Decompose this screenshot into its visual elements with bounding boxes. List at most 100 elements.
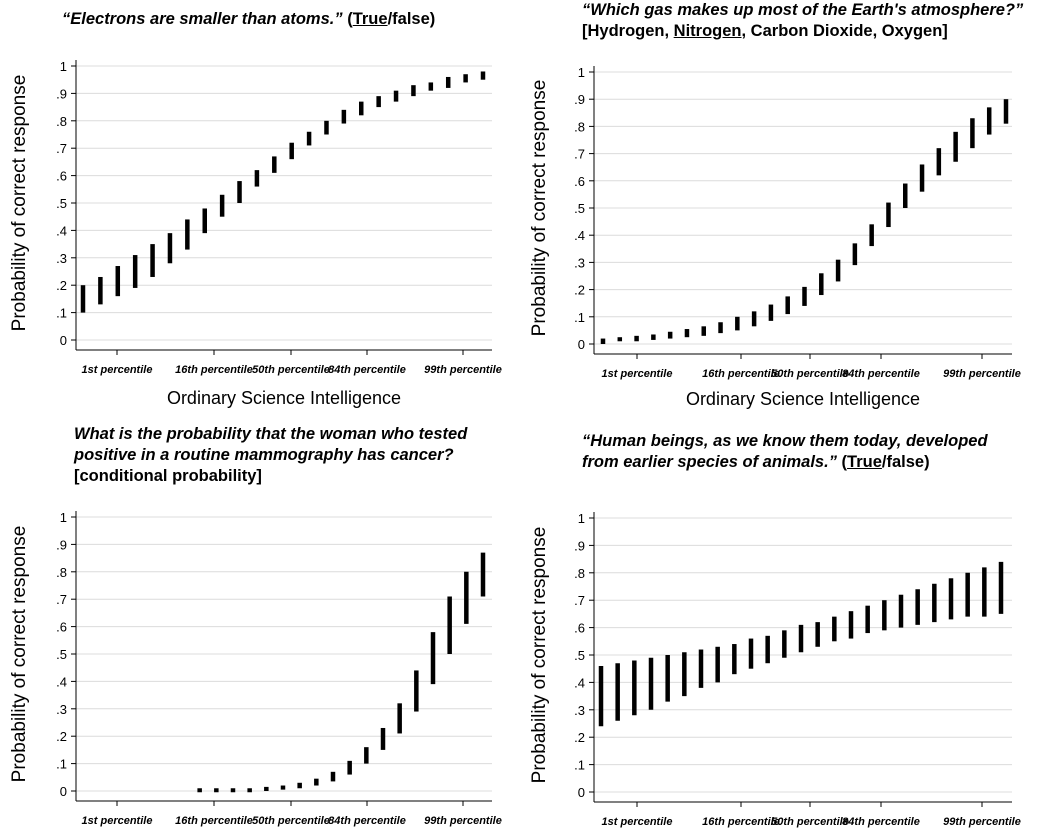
x-tick-label: 16th percentile (175, 815, 253, 827)
y-tick-label: .1 (56, 306, 67, 321)
x-axis-label: Ordinary Science Intelligence (167, 388, 401, 408)
chart-plot: 0 .1 .2 .3 .4 .5 .6 .7 .8 .9 1 1st percentile 16th p… (9, 510, 502, 827)
chart-title-part: True (352, 10, 388, 28)
chart-title-part: “Which gas makes up most of the Earth's … (582, 1, 1024, 19)
x-tick-label: 1st percentile (82, 364, 153, 376)
x-tick-label: 84th percentile (328, 815, 406, 827)
y-tick-label: .7 (56, 592, 67, 607)
y-tick-label: .3 (574, 255, 585, 270)
y-tick-label: .3 (574, 703, 585, 718)
chart-title-part: [Hydrogen, (582, 22, 674, 40)
chart-title: “Electrons are smaller than atoms.” (Tru… (62, 9, 435, 30)
chart-title-line: “Which gas makes up most of the Earth's … (582, 0, 1023, 21)
y-tick-label: .4 (574, 675, 585, 690)
y-tick-label: 0 (578, 785, 585, 800)
x-tick-label: 50th percentile (252, 815, 330, 827)
y-tick-label: 0 (60, 784, 67, 799)
y-axis-label: Probability of correct response (9, 75, 30, 332)
chart-title-line: positive in a routine mammography has ca… (74, 445, 467, 466)
y-tick-label: .2 (574, 730, 585, 745)
y-tick-label: .6 (56, 620, 67, 635)
chart-title-part: ( (342, 10, 353, 28)
y-axis-label: Probability of correct response (9, 526, 30, 783)
y-tick-label: .5 (56, 196, 67, 211)
y-tick-label: 0 (60, 333, 67, 348)
chart-plot: 0 .1 .2 .3 .4 .5 .6 .7 .8 .9 1 1st percentile 16th p… (9, 59, 502, 408)
y-tick-label: .3 (56, 251, 67, 266)
y-tick-label: .9 (574, 92, 585, 107)
y-tick-label: 1 (578, 65, 585, 80)
chart-title-part: Nitrogen (673, 22, 742, 40)
chart-panel-mammography: What is the probability that the woman w… (0, 415, 520, 830)
chart-plot: 0 .1 .2 .3 .4 .5 .6 .7 .8 .9 1 1st percentile 16th p… (529, 65, 1021, 409)
y-tick-label: .8 (574, 566, 585, 581)
y-tick-label: .5 (574, 648, 585, 663)
y-tick-label: .2 (574, 283, 585, 298)
y-tick-label: .7 (574, 593, 585, 608)
chart-plot: 0 .1 .2 .3 .4 .5 .6 .7 .8 .9 1 1st percentile 16th p… (529, 511, 1021, 828)
chart-title-part: /false) (881, 453, 930, 471)
chart-title-part: What is the probability that the woman w… (74, 425, 468, 443)
x-tick-label: 1st percentile (602, 816, 673, 828)
chart-title-part: [conditional probability] (74, 467, 262, 485)
y-tick-label: .8 (574, 119, 585, 134)
y-tick-label: .7 (574, 147, 585, 162)
x-tick-label: 16th percentile (702, 368, 780, 380)
chart-title: “Which gas makes up most of the Earth's … (582, 0, 1023, 42)
x-tick-label: 16th percentile (175, 364, 253, 376)
x-tick-label: 99th percentile (424, 364, 502, 376)
chart-title-line: from earlier species of animals.” (True/… (582, 452, 988, 473)
y-tick-label: .1 (574, 310, 585, 325)
x-tick-label: 1st percentile (82, 815, 153, 827)
y-tick-label: .9 (56, 537, 67, 552)
y-tick-label: 1 (578, 511, 585, 526)
y-tick-label: .2 (56, 729, 67, 744)
x-tick-label: 84th percentile (842, 368, 920, 380)
y-axis-label: Probability of correct response (529, 80, 550, 337)
y-axis-label: Probability of correct response (529, 527, 550, 784)
chart-title-part: ( (836, 453, 848, 471)
chart-panel-evolution: “Human beings, as we know them today, de… (520, 415, 1040, 830)
chart-panel-electrons: “Electrons are smaller than atoms.” (Tru… (0, 0, 520, 415)
y-tick-label: .8 (56, 565, 67, 580)
x-axis-label: Ordinary Science Intelligence (686, 389, 920, 409)
chart-title-part: True (847, 453, 882, 471)
x-tick-label: 99th percentile (943, 816, 1021, 828)
y-tick-label: .6 (574, 174, 585, 189)
x-tick-label: 1st percentile (602, 368, 673, 380)
y-tick-label: .6 (574, 621, 585, 636)
y-tick-label: .8 (56, 114, 67, 129)
chart-title-line: [conditional probability] (74, 466, 467, 487)
x-tick-label: 84th percentile (328, 364, 406, 376)
y-tick-label: 1 (60, 510, 67, 525)
y-tick-label: .4 (574, 228, 585, 243)
y-tick-label: .2 (56, 278, 67, 293)
chart-title-part: positive in a routine mammography has ca… (74, 446, 454, 464)
y-tick-label: 0 (578, 337, 585, 352)
x-tick-label: 50th percentile (771, 368, 849, 380)
chart-title-part: from earlier species of animals.” (582, 453, 837, 471)
x-tick-label: 84th percentile (842, 816, 920, 828)
chart-title: What is the probability that the woman w… (74, 424, 467, 487)
y-tick-label: .4 (56, 674, 67, 689)
chart-title-part: , Carbon Dioxide, Oxygen] (741, 22, 948, 40)
y-tick-label: 1 (60, 59, 67, 74)
y-tick-label: .7 (56, 141, 67, 156)
x-tick-label: 99th percentile (943, 368, 1021, 380)
y-tick-label: .3 (56, 702, 67, 717)
y-tick-label: .9 (574, 538, 585, 553)
y-tick-label: .1 (574, 758, 585, 773)
y-tick-label: .6 (56, 169, 67, 184)
y-tick-label: .4 (56, 223, 67, 238)
chart-title: “Human beings, as we know them today, de… (582, 431, 988, 473)
y-tick-label: .1 (56, 757, 67, 772)
chart-title-part: “Electrons are smaller than atoms.” (62, 10, 343, 28)
x-tick-label: 16th percentile (702, 816, 780, 828)
x-tick-label: 50th percentile (252, 364, 330, 376)
chart-title-line: [Hydrogen, Nitrogen, Carbon Dioxide, Oxy… (582, 21, 1023, 42)
x-tick-label: 50th percentile (771, 816, 849, 828)
chart-title-line: What is the probability that the woman w… (74, 424, 467, 445)
x-tick-label: 99th percentile (424, 815, 502, 827)
chart-title-line: “Human beings, as we know them today, de… (582, 431, 988, 452)
y-tick-label: .5 (56, 647, 67, 662)
